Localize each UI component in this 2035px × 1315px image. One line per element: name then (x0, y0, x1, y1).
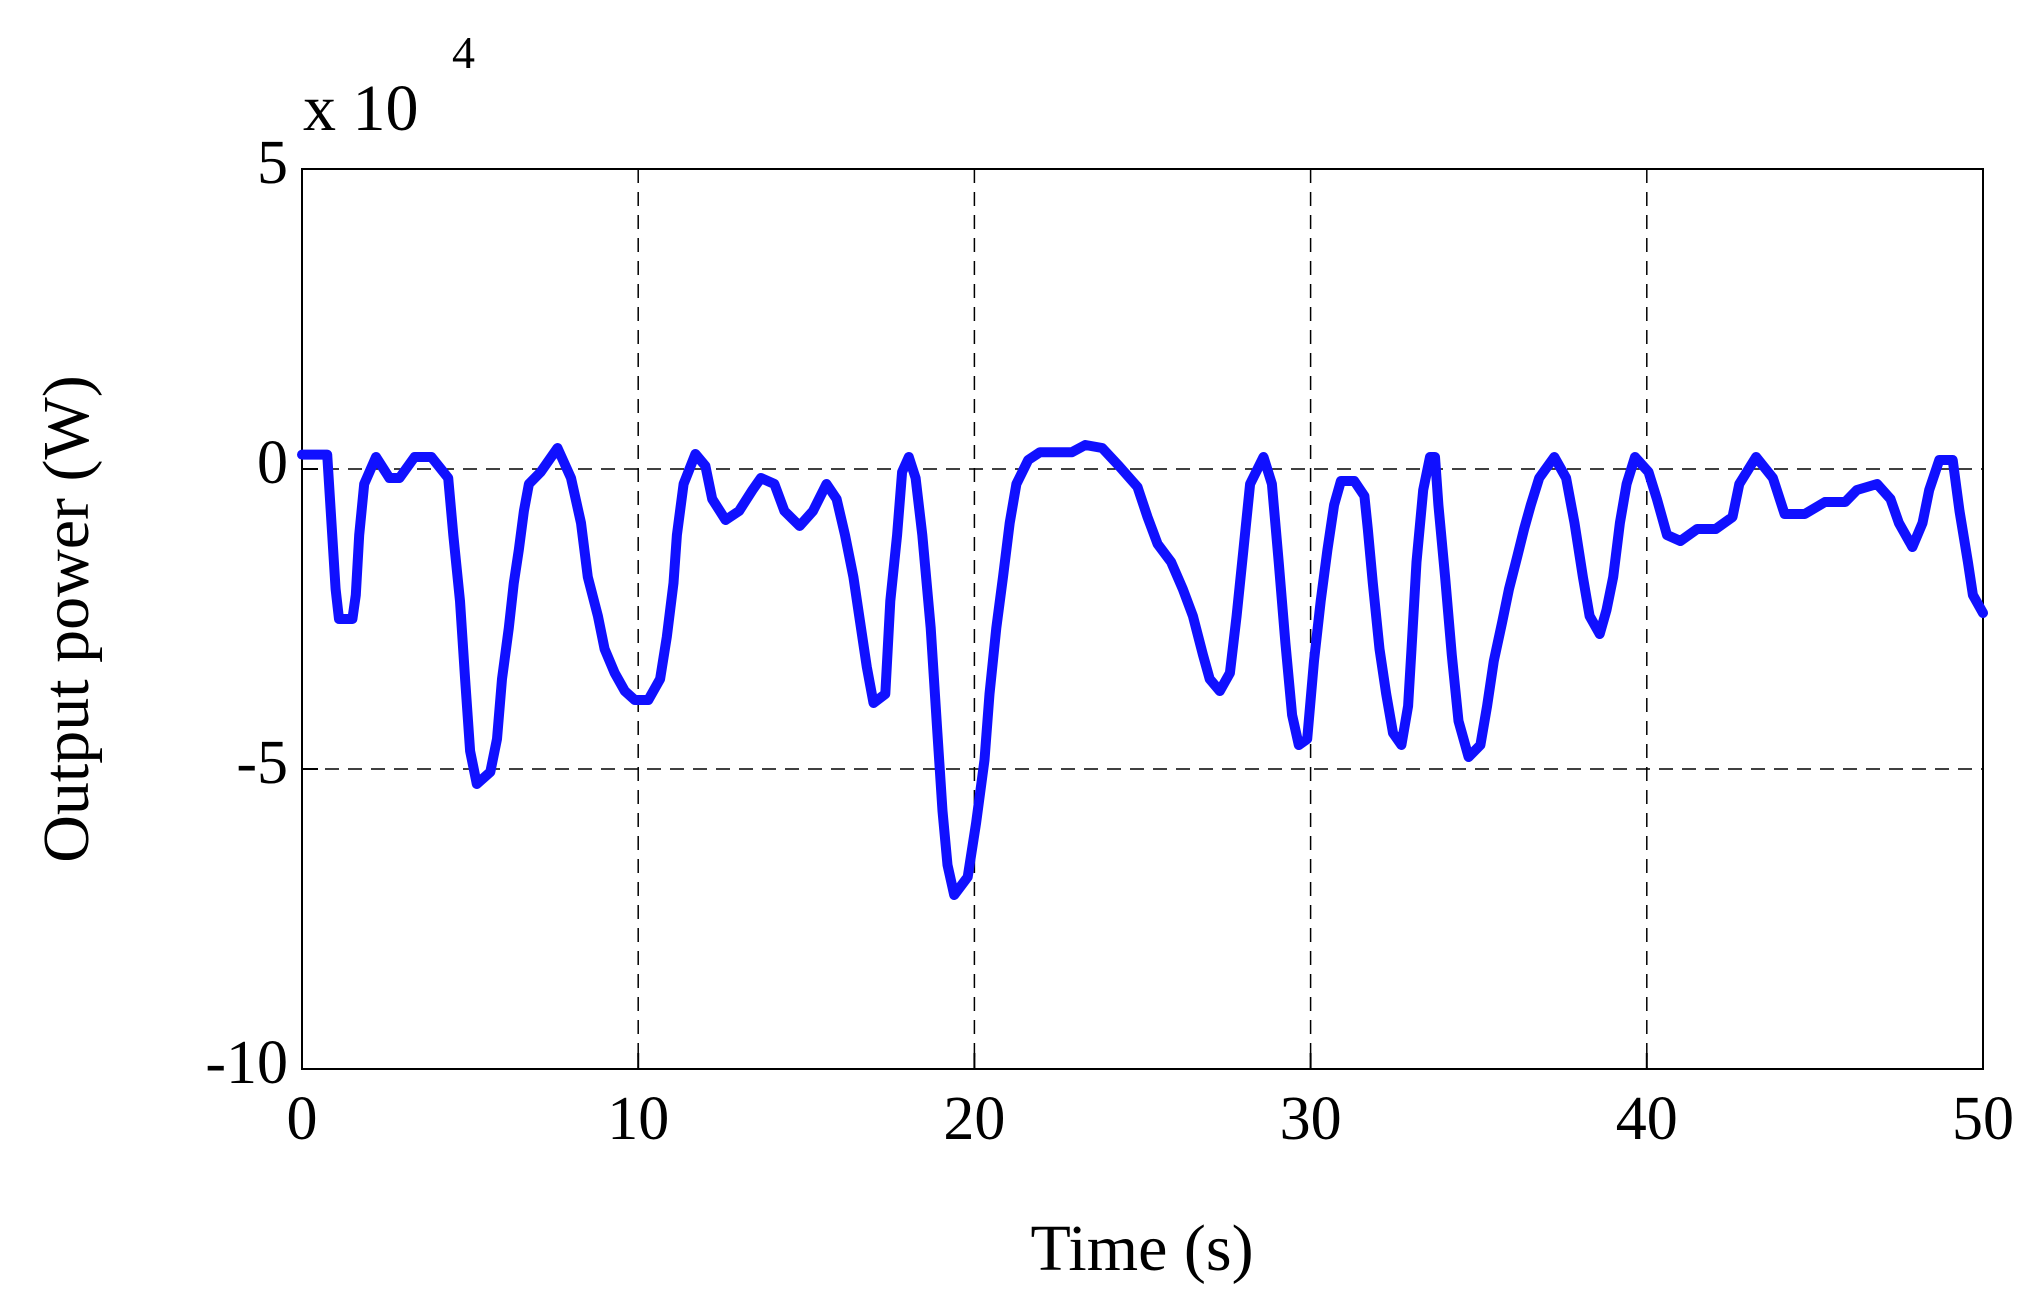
y-tick-label: 5 (257, 129, 288, 197)
x-tick-label: 0 (287, 1085, 318, 1153)
y-multiplier-exponent: 4 (452, 27, 475, 78)
y-axis-label: Output power (W) (30, 375, 103, 863)
y-tick-label: -5 (236, 729, 288, 797)
x-tick-label: 30 (1280, 1085, 1342, 1153)
x-axis-label: Time (s) (1030, 1212, 1253, 1285)
y-tick-label: -10 (205, 1029, 288, 1097)
x-tick-label: 40 (1616, 1085, 1678, 1153)
x-tick-label: 10 (607, 1085, 669, 1153)
y-multiplier: x 10 (303, 72, 419, 145)
data-line (297, 440, 1988, 900)
plot-frame (301, 168, 1984, 1070)
y-tick-label: 0 (257, 429, 288, 497)
x-tick-label: 20 (943, 1085, 1005, 1153)
x-tick-label: 50 (1952, 1085, 2014, 1153)
